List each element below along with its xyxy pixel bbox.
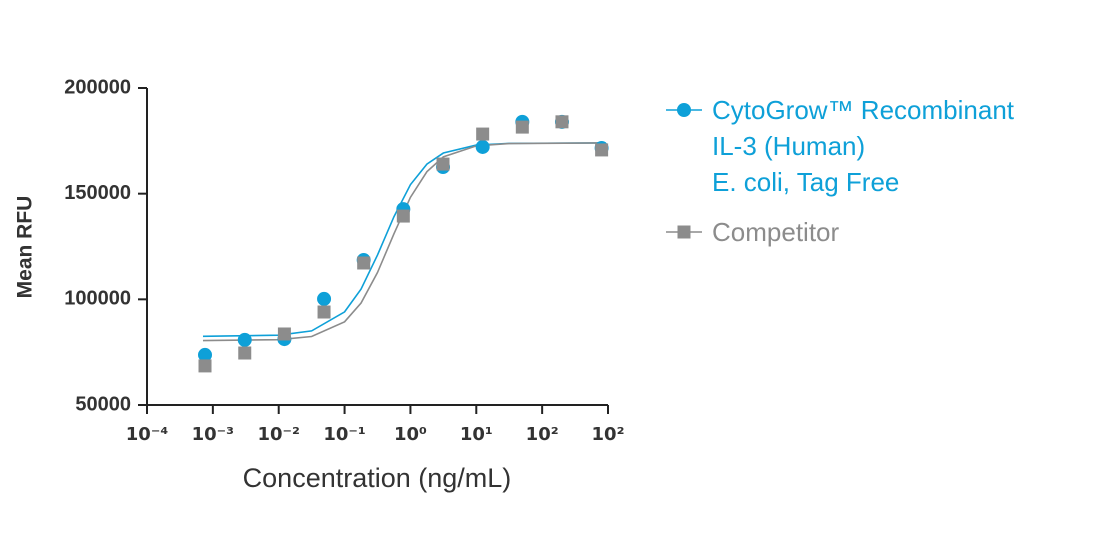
data-point (237, 332, 252, 347)
y-tick-label: 100000 (64, 288, 131, 310)
data-point (277, 327, 291, 341)
legend-label: CytoGrow™ Recombinant IL-3 (Human) E. co… (712, 95, 1014, 197)
data-point (198, 359, 212, 373)
y-tick-label: 50000 (75, 393, 131, 415)
x-tick-label: 10² (526, 424, 559, 445)
x-axis-title: Concentration (ng/mL) (243, 463, 512, 493)
x-tick-label: 10⁻¹ (323, 424, 365, 445)
data-point (476, 127, 490, 141)
legend-marker (677, 225, 691, 239)
x-tick-label: 10⁻² (257, 424, 299, 445)
x-tick-label: 10⁻⁴ (126, 424, 169, 445)
data-point (595, 143, 609, 157)
fit-curve (202, 142, 602, 338)
data-point (317, 291, 332, 306)
legend-icon (666, 225, 702, 239)
data-point (317, 305, 331, 319)
data-point (515, 120, 529, 134)
x-tick-label: 10⁰ (394, 424, 427, 445)
y-tick-label: 200000 (64, 76, 131, 98)
y-tick-label: 150000 (64, 182, 131, 204)
legend-icon (666, 103, 702, 117)
data-point (555, 115, 569, 129)
data-point (357, 256, 371, 270)
legend-marker (677, 103, 691, 117)
x-tick-label: 10⁻³ (192, 424, 234, 445)
legend-label: Competitor (712, 217, 840, 247)
legend: CytoGrow™ Recombinant IL-3 (Human) E. co… (664, 92, 1094, 264)
data-point (238, 346, 252, 360)
x-tick-label: 10² (592, 424, 625, 445)
chart: Mean RFU Concentration (ng/mL) 50000 1000… (14, 76, 625, 493)
data-point (198, 347, 213, 362)
data-point (396, 209, 410, 223)
y-axis-title: Mean RFU (14, 196, 37, 299)
legend-entry: Competitor (664, 214, 1094, 250)
fit-curve (202, 142, 602, 342)
x-tick-label: 10¹ (460, 424, 493, 445)
data-point (475, 139, 490, 154)
data-point (436, 157, 450, 171)
legend-entry: CytoGrow™ Recombinant IL-3 (Human) E. co… (664, 92, 1094, 200)
